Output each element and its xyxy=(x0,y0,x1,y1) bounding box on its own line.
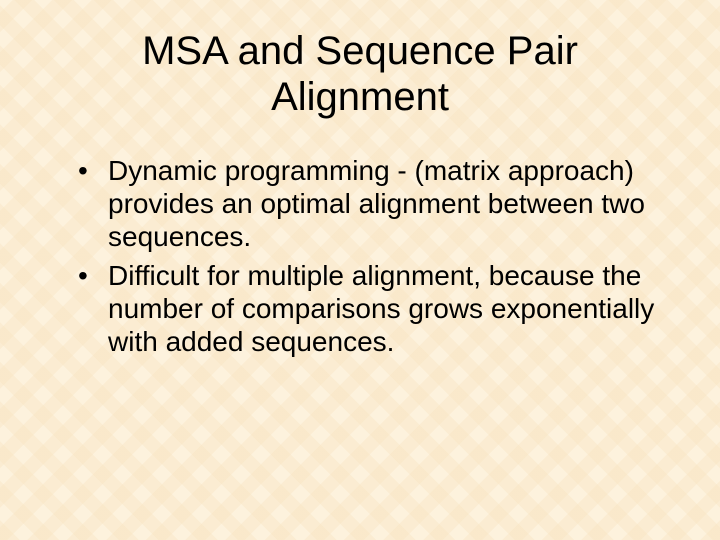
bullet-item: Difficult for multiple alignment, becaus… xyxy=(78,259,660,358)
slide-title: MSA and Sequence Pair Alignment xyxy=(60,28,660,120)
bullet-list: Dynamic programming - (matrix approach) … xyxy=(60,154,660,358)
slide: MSA and Sequence Pair Alignment Dynamic … xyxy=(0,0,720,540)
bullet-item: Dynamic programming - (matrix approach) … xyxy=(78,154,660,253)
